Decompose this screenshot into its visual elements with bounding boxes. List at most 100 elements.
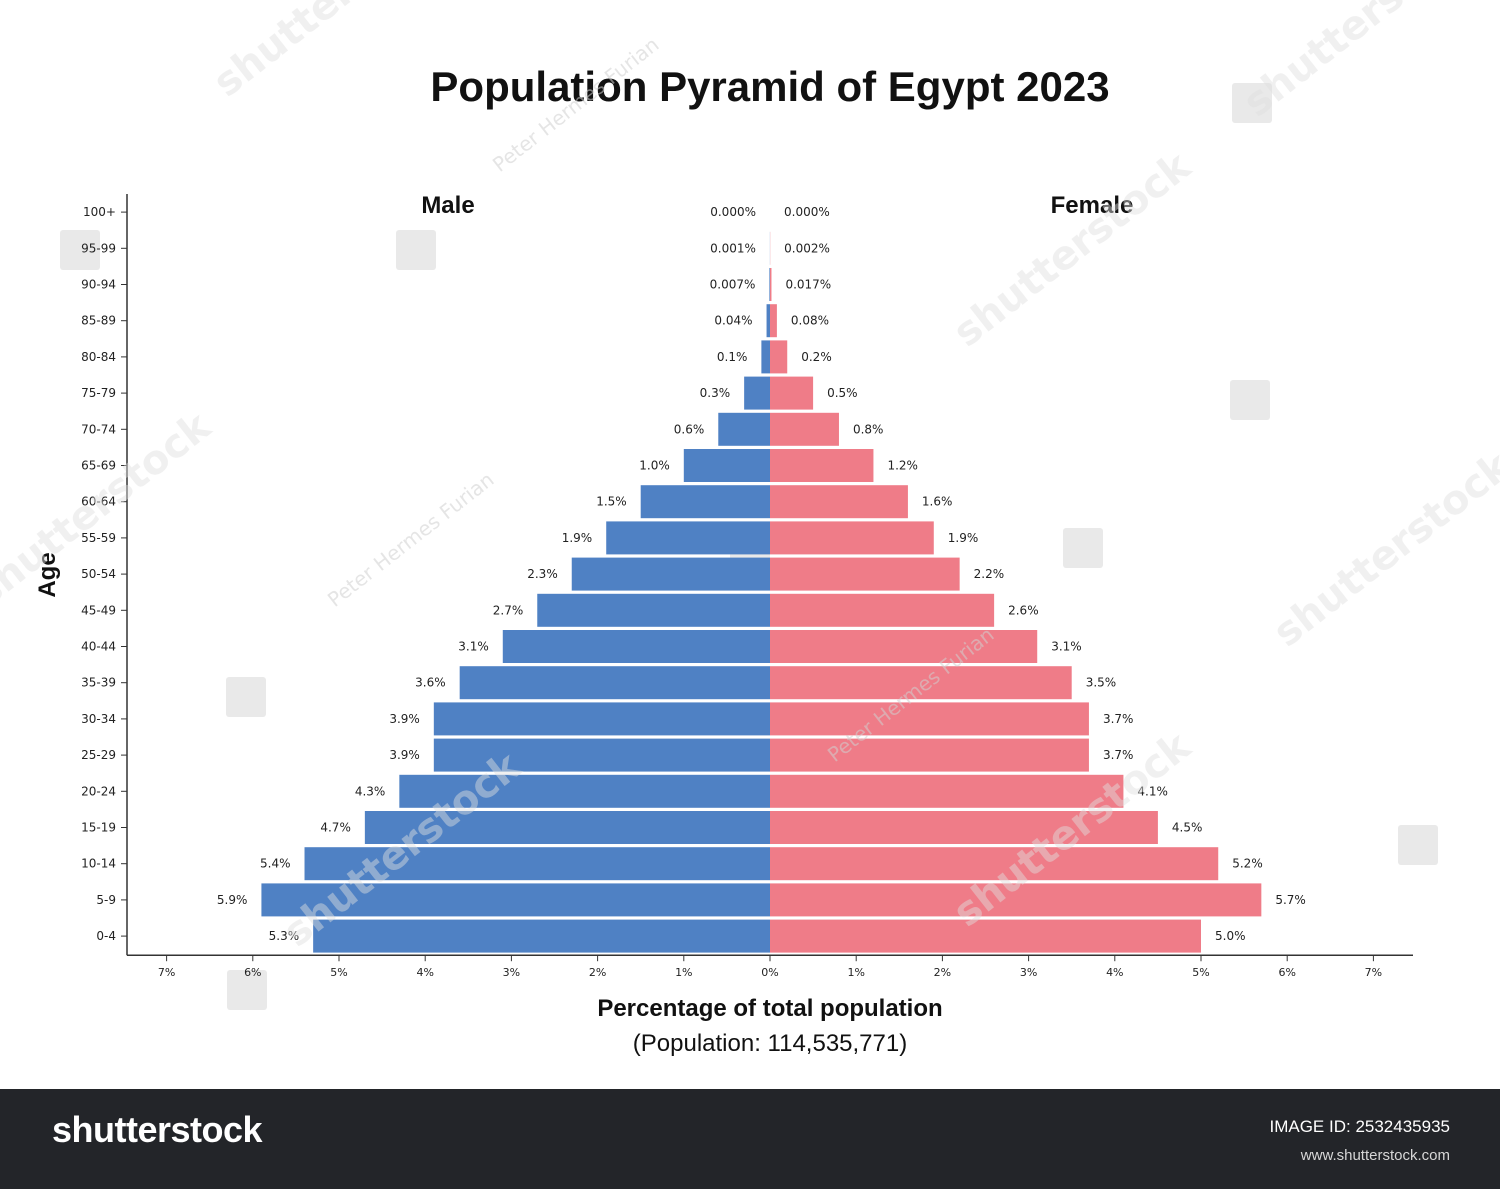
female-value-80-84: 0.2%: [801, 350, 832, 364]
female-value-45-49: 2.6%: [1008, 603, 1039, 617]
male-bar-55-59: [606, 521, 770, 555]
female-value-20-24: 4.1%: [1137, 784, 1168, 798]
author-watermark: Peter Hermes Furian: [323, 467, 499, 611]
male-bar-20-24: [399, 774, 770, 808]
age-label-15-19: 15-19: [81, 821, 116, 835]
male-bar-85-89: [766, 304, 770, 338]
male-value-15-19: 4.7%: [320, 821, 351, 835]
male-bar-60-64: [640, 485, 770, 519]
female-value-60-64: 1.6%: [922, 495, 953, 509]
male-bar-30-34: [433, 702, 770, 736]
male-value-100+: 0.000%: [710, 205, 756, 219]
female-bar-65-69: [770, 449, 874, 482]
male-bar-50-54: [571, 557, 770, 591]
female-value-85-89: 0.08%: [791, 314, 829, 328]
male-value-35-39: 3.6%: [415, 676, 446, 690]
age-label-55-59: 55-59: [81, 531, 116, 545]
population-pyramid-chart: Population Pyramid of Egypt 2023 Male Fe…: [0, 0, 1500, 1057]
x-tick-label: 5%: [330, 966, 347, 979]
female-bar-85-89: [770, 304, 777, 338]
female-value-0-4: 5.0%: [1215, 929, 1246, 943]
age-label-60-64: 60-64: [81, 495, 116, 509]
age-labels-group: 0-4 5-9 10-14 15-19 20-24 25-29 30-34 35-39 40-4…: [81, 205, 116, 943]
female-bar-35-39: [770, 666, 1072, 700]
age-label-20-24: 20-24: [81, 784, 116, 798]
watermark-logo-icon: [227, 970, 267, 1010]
male-value-95-99: 0.001%: [710, 241, 756, 255]
female-value-50-54: 2.2%: [974, 567, 1005, 581]
age-label-5-9: 5-9: [96, 893, 116, 907]
age-label-70-74: 70-74: [81, 422, 116, 436]
age-label-50-54: 50-54: [81, 567, 116, 581]
female-value-5-9: 5.7%: [1275, 893, 1306, 907]
female-value-70-74: 0.8%: [853, 422, 884, 436]
male-bar-40-44: [502, 630, 770, 663]
male-value-50-54: 2.3%: [527, 567, 558, 581]
male-bar-90-94: [769, 268, 770, 301]
x-tick-label: 5%: [1192, 966, 1209, 979]
age-label-90-94: 90-94: [81, 278, 116, 292]
female-bar-70-74: [770, 412, 839, 446]
y-axis-label: Age: [34, 552, 61, 597]
brand-watermark: shutterstock: [1265, 443, 1500, 657]
watermark-logo-icon: [396, 230, 436, 270]
female-bar-10-14: [770, 847, 1219, 881]
x-tick-label: 3%: [1020, 966, 1037, 979]
age-label-30-34: 30-34: [81, 712, 116, 726]
x-tick-label: 2%: [934, 966, 951, 979]
watermark-logo-icon: [1398, 825, 1438, 865]
x-tick-label: 3%: [503, 966, 520, 979]
female-bar-50-54: [770, 557, 960, 591]
male-value-0-4: 5.3%: [269, 929, 300, 943]
brand-watermark: shutterstock: [945, 143, 1200, 357]
female-bar-55-59: [770, 521, 934, 555]
brand-logo[interactable]: shutterstock: [52, 1109, 263, 1150]
male-value-30-34: 3.9%: [389, 712, 420, 726]
male-value-80-84: 0.1%: [717, 350, 748, 364]
site-url[interactable]: www.shutterstock.com: [1300, 1147, 1450, 1164]
female-value-75-79: 0.5%: [827, 386, 858, 400]
age-label-35-39: 35-39: [81, 676, 116, 690]
female-bar-75-79: [770, 376, 814, 410]
male-value-20-24: 4.3%: [355, 784, 386, 798]
female-bar-60-64: [770, 485, 908, 519]
male-value-70-74: 0.6%: [674, 422, 705, 436]
age-label-100+: 100+: [83, 205, 116, 219]
male-bar-5-9: [261, 883, 770, 917]
male-value-25-29: 3.9%: [389, 748, 420, 762]
bars-group: [261, 231, 1262, 953]
value-labels-group: 5.3% 5.0% 5.9% 5.7% 5.4% 5.2% 4.7% 4.5% 4.3% 4.1%…: [217, 205, 1306, 943]
brand-watermark: shutterstock: [205, 0, 460, 106]
male-bar-0-4: [313, 919, 770, 953]
x-ticks-group: 7% 6% 5% 4% 3% 2% 1% 0% 1% 2% 3% 4% 5% 6% 7%: [158, 955, 1382, 979]
female-value-25-29: 3.7%: [1103, 748, 1134, 762]
female-bar-15-19: [770, 811, 1158, 844]
male-bar-15-19: [364, 811, 770, 844]
male-bar-10-14: [304, 847, 770, 881]
female-value-30-34: 3.7%: [1103, 712, 1134, 726]
x-tick-label: 4%: [1106, 966, 1123, 979]
image-id: IMAGE ID: 2532435935: [1269, 1117, 1450, 1136]
watermark-logo-icon: [226, 677, 266, 717]
female-value-65-69: 1.2%: [887, 459, 918, 473]
female-value-100+: 0.000%: [784, 205, 830, 219]
male-bar-65-69: [683, 449, 770, 482]
watermark-logo-icon: [1230, 380, 1270, 420]
watermark-logo-icon: [60, 230, 100, 270]
male-value-45-49: 2.7%: [493, 603, 524, 617]
age-label-45-49: 45-49: [81, 603, 116, 617]
population-total: (Population: 114,535,771): [633, 1030, 907, 1057]
x-tick-label: 1%: [675, 966, 692, 979]
x-tick-label: 4%: [416, 966, 433, 979]
male-bar-70-74: [718, 412, 770, 446]
male-value-85-89: 0.04%: [714, 314, 752, 328]
x-tick-label: 6%: [244, 966, 261, 979]
male-bar-25-29: [433, 738, 770, 772]
age-label-40-44: 40-44: [81, 640, 116, 654]
age-label-75-79: 75-79: [81, 386, 116, 400]
male-bar-80-84: [761, 340, 770, 374]
male-value-90-94: 0.007%: [710, 278, 756, 292]
male-value-60-64: 1.5%: [596, 495, 627, 509]
female-bar-90-94: [770, 268, 772, 301]
male-value-10-14: 5.4%: [260, 857, 291, 871]
